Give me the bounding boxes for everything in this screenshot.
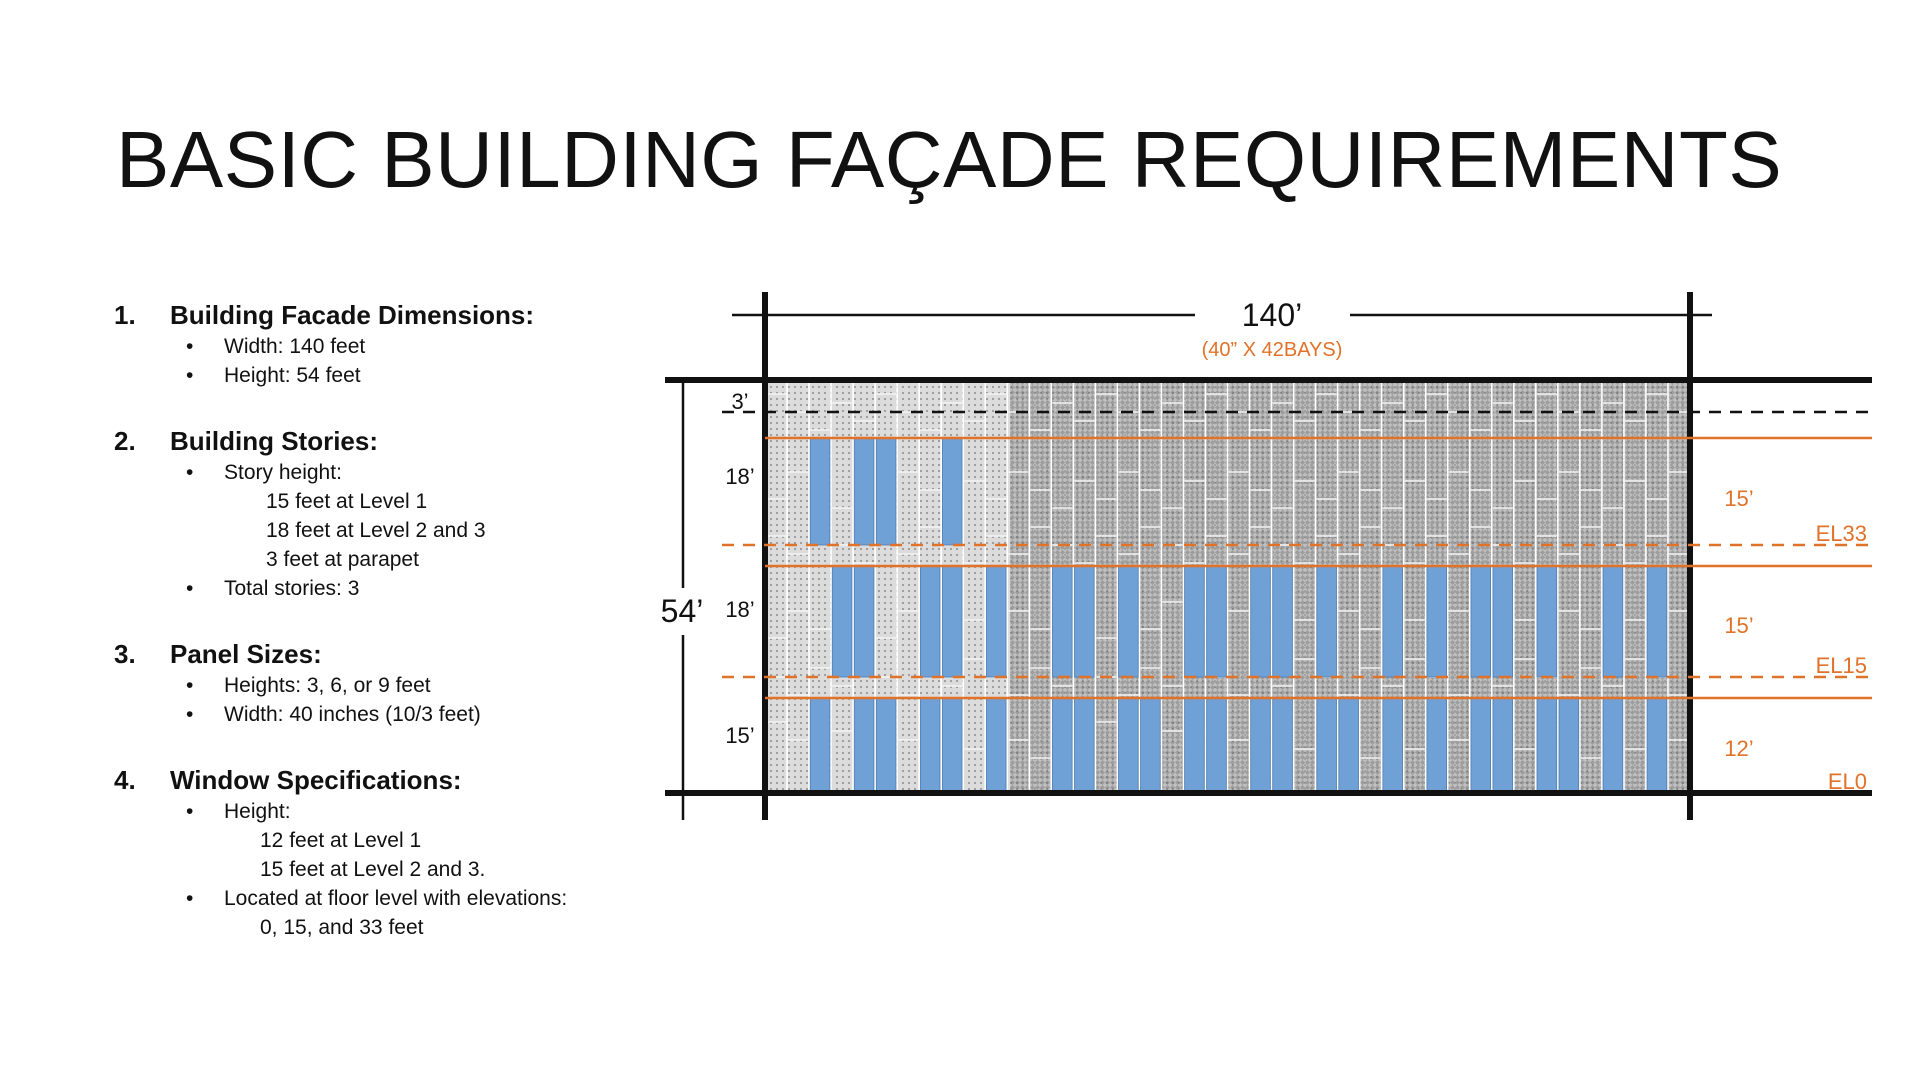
- window-level2: [831, 565, 853, 678]
- height-dimension-label: 54’: [661, 593, 704, 629]
- window-level1: [1646, 697, 1668, 792]
- bullet-item: Width: 140 feet: [114, 332, 674, 361]
- window-level1: [1426, 697, 1447, 792]
- bullet-item: Total stories: 3: [114, 574, 674, 603]
- width-dimension-label: 140’: [1242, 297, 1303, 333]
- window-level1: [919, 697, 941, 792]
- window-level2: [1118, 565, 1139, 678]
- section-facade-dimensions: 1. Building Facade Dimensions: Width: 14…: [114, 298, 674, 390]
- sub-item: 0, 15, and 33 feet: [260, 916, 424, 939]
- section-number: 2.: [114, 426, 136, 456]
- window-level1: [1492, 697, 1514, 792]
- section-building-stories: 2. Building Stories: Story height: 15 fe…: [114, 424, 674, 603]
- section-number: 4.: [114, 765, 136, 795]
- window-level2: [1646, 565, 1668, 678]
- window-level1: [809, 697, 831, 792]
- slide-title: BASIC BUILDING FAÇADE REQUIREMENTS: [116, 115, 1783, 204]
- window-level1: [1470, 697, 1491, 792]
- window-level1: [875, 697, 897, 792]
- section-heading: Building Facade Dimensions:: [170, 300, 535, 330]
- level3-window-height-label: 15’: [1724, 486, 1753, 511]
- bays-label: (40” X 42BAYS): [1202, 339, 1343, 361]
- window-group: [809, 437, 1668, 792]
- window-level1: [1184, 697, 1205, 792]
- elevation-label-el15: EL15: [1816, 653, 1867, 678]
- window-level1: [1118, 697, 1139, 792]
- window-level1: [1382, 697, 1403, 792]
- section-window-specs: 4. Window Specifications: Height: 12 fee…: [114, 763, 674, 942]
- window-level1: [1250, 697, 1271, 792]
- level3-height-label: 18’: [725, 464, 754, 489]
- window-level1: [853, 697, 875, 792]
- window-level2: [1492, 565, 1514, 678]
- requirements-list: 1. Building Facade Dimensions: Width: 14…: [114, 298, 674, 976]
- window-level2: [941, 565, 963, 678]
- bullet-item: Story height:: [114, 458, 674, 487]
- section-heading: Window Specifications:: [170, 765, 462, 795]
- window-level2: [853, 565, 875, 678]
- window-level3: [875, 437, 897, 546]
- section-number: 1.: [114, 300, 136, 330]
- window-level2: [1250, 565, 1271, 678]
- bullet-item: Width: 40 inches (10/3 feet): [114, 700, 674, 729]
- window-level2: [1536, 565, 1558, 678]
- sub-item: 15 feet at Level 2 and 3.: [260, 858, 486, 881]
- sub-item: 3 feet at parapet: [266, 548, 419, 571]
- window-level2: [1470, 565, 1491, 678]
- window-level3: [809, 437, 831, 546]
- window-level2: [1426, 565, 1447, 678]
- sub-item: 15 feet at Level 1: [266, 490, 428, 513]
- bullet-item: Height: 54 feet: [114, 361, 674, 390]
- window-level1: [1338, 697, 1359, 792]
- window-level1: [1074, 697, 1095, 792]
- bullet-item: Heights: 3, 6, or 9 feet: [114, 671, 674, 700]
- window-level1: [941, 697, 963, 792]
- window-level1: [1052, 697, 1073, 792]
- window-level3: [853, 437, 875, 546]
- window-level1: [1272, 697, 1293, 792]
- window-level2: [1602, 565, 1624, 678]
- window-level1: [1316, 697, 1337, 792]
- section-panel-sizes: 3. Panel Sizes: Heights: 3, 6, or 9 feet…: [114, 637, 674, 729]
- sub-item: 18 feet at Level 2 and 3: [266, 519, 486, 542]
- window-level1: [1558, 697, 1580, 792]
- sub-item: 12 feet at Level 1: [260, 829, 422, 852]
- window-level2: [1382, 565, 1403, 678]
- window-level3: [941, 437, 963, 546]
- window-level2: [986, 565, 1007, 678]
- window-level1: [986, 697, 1007, 792]
- window-level2: [1206, 565, 1227, 678]
- window-level2: [1272, 565, 1293, 678]
- window-level2: [1184, 565, 1205, 678]
- window-level2: [1074, 565, 1095, 678]
- parapet-height-label: 3’: [731, 389, 748, 414]
- window-level1: [1602, 697, 1624, 792]
- section-number: 3.: [114, 639, 136, 669]
- level1-window-height-label: 12’: [1724, 736, 1753, 761]
- window-level1: [1206, 697, 1227, 792]
- level1-height-label: 15’: [725, 723, 754, 748]
- section-heading: Building Stories:: [170, 426, 378, 456]
- bullet-item: Located at floor level with elevations:: [114, 884, 674, 913]
- window-level2: [919, 565, 941, 678]
- window-level1: [1536, 697, 1558, 792]
- bullet-item: Height:: [114, 797, 674, 826]
- elevation-label-el0: EL0: [1828, 769, 1867, 794]
- level2-height-label: 18’: [725, 597, 754, 622]
- elevation-label-el33: EL33: [1816, 521, 1867, 546]
- window-level2: [1052, 565, 1073, 678]
- window-level1: [1140, 697, 1161, 792]
- section-heading: Panel Sizes:: [170, 639, 322, 669]
- level2-window-height-label: 15’: [1724, 613, 1753, 638]
- window-level2: [1316, 565, 1337, 678]
